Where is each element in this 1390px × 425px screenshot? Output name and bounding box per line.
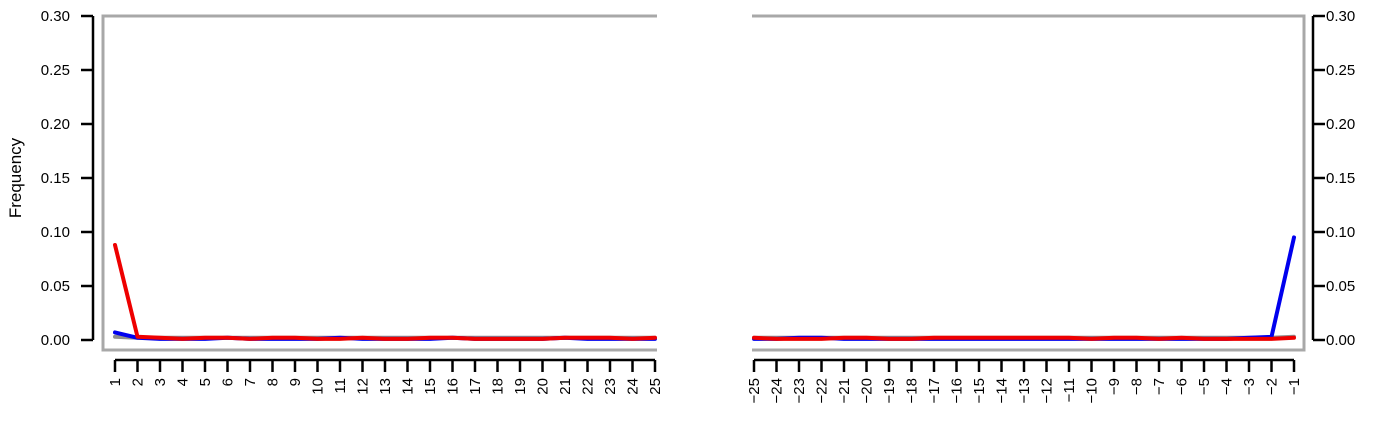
left-panel: 0.000.050.100.150.200.250.301 2 3 4 5 6 7 8 9 10 1… (41, 8, 664, 395)
x-tick-label: 8 (265, 378, 282, 386)
x-tick-label: −2 (1264, 378, 1281, 395)
x-tick-label: 11 (332, 378, 349, 394)
x-tick-label: 25 (647, 378, 664, 395)
x-tick-label: −9 (1106, 378, 1123, 395)
y-tick-label: 0.15 (41, 170, 70, 187)
x-tick-label: −8 (1129, 378, 1146, 395)
y-tick-label: 0.10 (1326, 224, 1355, 241)
x-tick-label: 17 (467, 378, 484, 395)
x-tick-label: −25 (746, 378, 763, 403)
y-tick-label: 0.30 (41, 8, 70, 25)
y-tick-label: 0.30 (1326, 8, 1355, 25)
x-tick-label: 22 (580, 378, 597, 395)
y-tick-label: 0.25 (41, 62, 70, 79)
x-tick-label: 3 (152, 378, 169, 386)
x-tick-label: −17 (926, 378, 943, 403)
x-tick-label: −19 (881, 378, 898, 403)
plot-frame (101, 14, 657, 352)
y-tick-label: 0.10 (41, 224, 70, 241)
x-tick-label: −23 (791, 378, 808, 403)
x-tick-label: −5 (1196, 378, 1213, 395)
x-tick-label: −14 (994, 378, 1011, 403)
x-tick-label: −12 (1039, 378, 1056, 403)
y-tick-label: 0.05 (41, 278, 70, 295)
x-tick-label: −7 (1151, 378, 1168, 395)
x-tick-label: −11 (1061, 378, 1078, 402)
x-tick-label: −13 (1016, 378, 1033, 403)
x-tick-label: 19 (512, 378, 529, 395)
y-tick-label: 0.15 (1326, 170, 1355, 187)
y-axis-label: Frequency (6, 137, 25, 218)
x-tick-label: 5 (197, 378, 214, 386)
x-tick-label: 13 (377, 378, 394, 395)
y-tick-label: 0.00 (41, 332, 70, 349)
x-tick-label: 9 (287, 378, 304, 386)
x-tick-label: −20 (859, 378, 876, 403)
x-tick-label: 12 (355, 378, 372, 395)
series-line-3 (113, 243, 657, 341)
x-tick-label: 24 (625, 378, 642, 395)
x-tick-label: 7 (242, 378, 259, 386)
y-tick-label: 0.20 (1326, 116, 1355, 133)
y-tick-label: 0.00 (1326, 332, 1355, 349)
x-tick-label: −16 (949, 378, 966, 403)
x-tick-label: −10 (1084, 378, 1101, 403)
x-tick-label: −3 (1241, 378, 1258, 395)
series-line-3 (752, 335, 1296, 341)
x-tick-label: 2 (130, 378, 147, 386)
y-tick-label: 0.25 (1326, 62, 1355, 79)
x-tick-label: 10 (310, 378, 327, 395)
plot-frame (752, 14, 1306, 352)
x-tick-label: −21 (836, 378, 853, 403)
right-panel: 0.00 0.05 0.10 0.15 0.20 0.25 0.30 −25 −24 −23 −22… (746, 8, 1355, 403)
x-tick-label: −1 (1286, 378, 1303, 395)
y-tick-label: 0.05 (1326, 278, 1355, 295)
x-tick-label: 15 (422, 378, 439, 395)
x-tick-label: 18 (490, 378, 507, 395)
x-tick-label: −24 (769, 378, 786, 403)
x-tick-label: −15 (971, 378, 988, 403)
y-tick-label: 0.20 (41, 116, 70, 133)
x-tick-label: −18 (904, 378, 921, 403)
x-tick-label: −22 (814, 378, 831, 403)
series-line-2 (752, 235, 1296, 341)
x-tick-label: −6 (1174, 378, 1191, 395)
x-tick-label: 14 (400, 378, 417, 395)
x-tick-label: 6 (220, 378, 237, 386)
x-tick-label: 16 (445, 378, 462, 395)
x-tick-label: 20 (535, 378, 552, 395)
x-tick-label: 4 (175, 378, 192, 386)
x-tick-label: 23 (602, 378, 619, 395)
x-tick-label: 21 (557, 378, 574, 395)
x-tick-label: 1 (107, 378, 124, 386)
x-tick-label: −4 (1219, 378, 1236, 395)
